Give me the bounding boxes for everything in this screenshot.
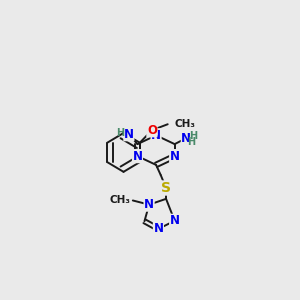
Text: S: S: [161, 181, 171, 195]
Text: N: N: [181, 132, 191, 145]
Text: N: N: [151, 129, 161, 142]
Text: N: N: [170, 214, 180, 227]
Text: N: N: [144, 198, 154, 211]
Text: H: H: [187, 136, 195, 147]
Text: N: N: [133, 150, 142, 163]
Text: O: O: [147, 124, 157, 137]
Text: N: N: [170, 150, 180, 163]
Text: CH₃: CH₃: [174, 119, 195, 129]
Text: H: H: [189, 131, 197, 141]
Text: N: N: [124, 128, 134, 141]
Text: CH₃: CH₃: [110, 196, 131, 206]
Text: H: H: [116, 128, 124, 138]
Text: N: N: [153, 222, 164, 236]
